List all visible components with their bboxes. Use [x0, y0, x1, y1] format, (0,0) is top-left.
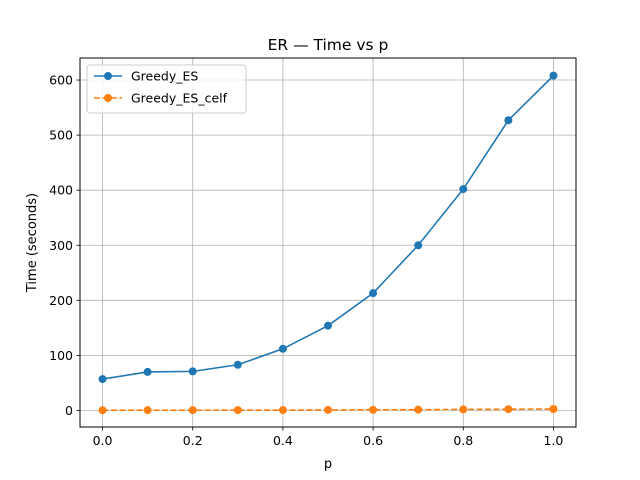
data-point-series-1 [504, 405, 513, 414]
data-point-series-0 [143, 367, 152, 376]
data-point-series-0 [233, 360, 242, 369]
legend-box [86, 64, 247, 114]
data-point-series-1 [98, 406, 107, 415]
data-point-series-1 [549, 404, 558, 413]
y-tick-label: 100 [49, 348, 73, 363]
y-tick-label: 200 [49, 293, 73, 308]
x-tick-label: 0.6 [363, 433, 383, 448]
data-point-series-1 [233, 406, 242, 415]
data-point-series-1 [278, 406, 287, 415]
data-point-series-0 [278, 344, 287, 353]
data-point-series-0 [98, 375, 107, 384]
legend: Greedy_ES Greedy_ES_celf [86, 64, 247, 114]
data-point-series-0 [549, 71, 558, 80]
data-point-series-0 [459, 185, 468, 194]
grid [80, 58, 576, 427]
axis-ticks: 0.0 0.2 0.4 0.6 0.8 1.0 0 100 200 300 400 500 600 [49, 73, 563, 448]
data-point-series-1 [459, 405, 468, 414]
data-point-series-1 [188, 406, 197, 415]
legend-marker-1 [104, 94, 112, 102]
data-point-series-0 [188, 367, 197, 376]
data-point-series-0 [324, 321, 332, 330]
plot-frame [79, 57, 577, 428]
legend-marker-0 [104, 72, 112, 80]
y-axis-label: Time (seconds) [25, 193, 40, 293]
x-tick-label: 0.2 [183, 433, 203, 448]
x-tick-label: 0.4 [273, 433, 293, 448]
data-point-series-0 [504, 116, 513, 125]
chart-title: ER — Time vs p [268, 36, 389, 54]
data-point-series-0 [369, 289, 378, 298]
y-tick-label: 500 [49, 128, 73, 143]
x-tick-label: 1.0 [544, 433, 564, 448]
data-point-series-1 [324, 405, 332, 414]
legend-label: Greedy_ES_celf [131, 91, 228, 106]
plot-series [98, 71, 558, 415]
data-point-series-1 [143, 406, 152, 415]
x-tick-label: 0.8 [453, 433, 473, 448]
y-tick-label: 0 [65, 403, 73, 418]
series-line-0 [102, 75, 555, 380]
data-point-series-0 [414, 241, 423, 250]
y-tick-label: 600 [49, 73, 73, 88]
y-tick-label: 400 [49, 183, 73, 198]
data-point-series-1 [414, 405, 423, 414]
x-axis-label: p [324, 457, 332, 472]
y-tick-label: 300 [49, 238, 73, 253]
data-point-series-1 [369, 405, 378, 414]
x-tick-label: 0.0 [93, 433, 113, 448]
legend-label: Greedy_ES [131, 69, 198, 84]
